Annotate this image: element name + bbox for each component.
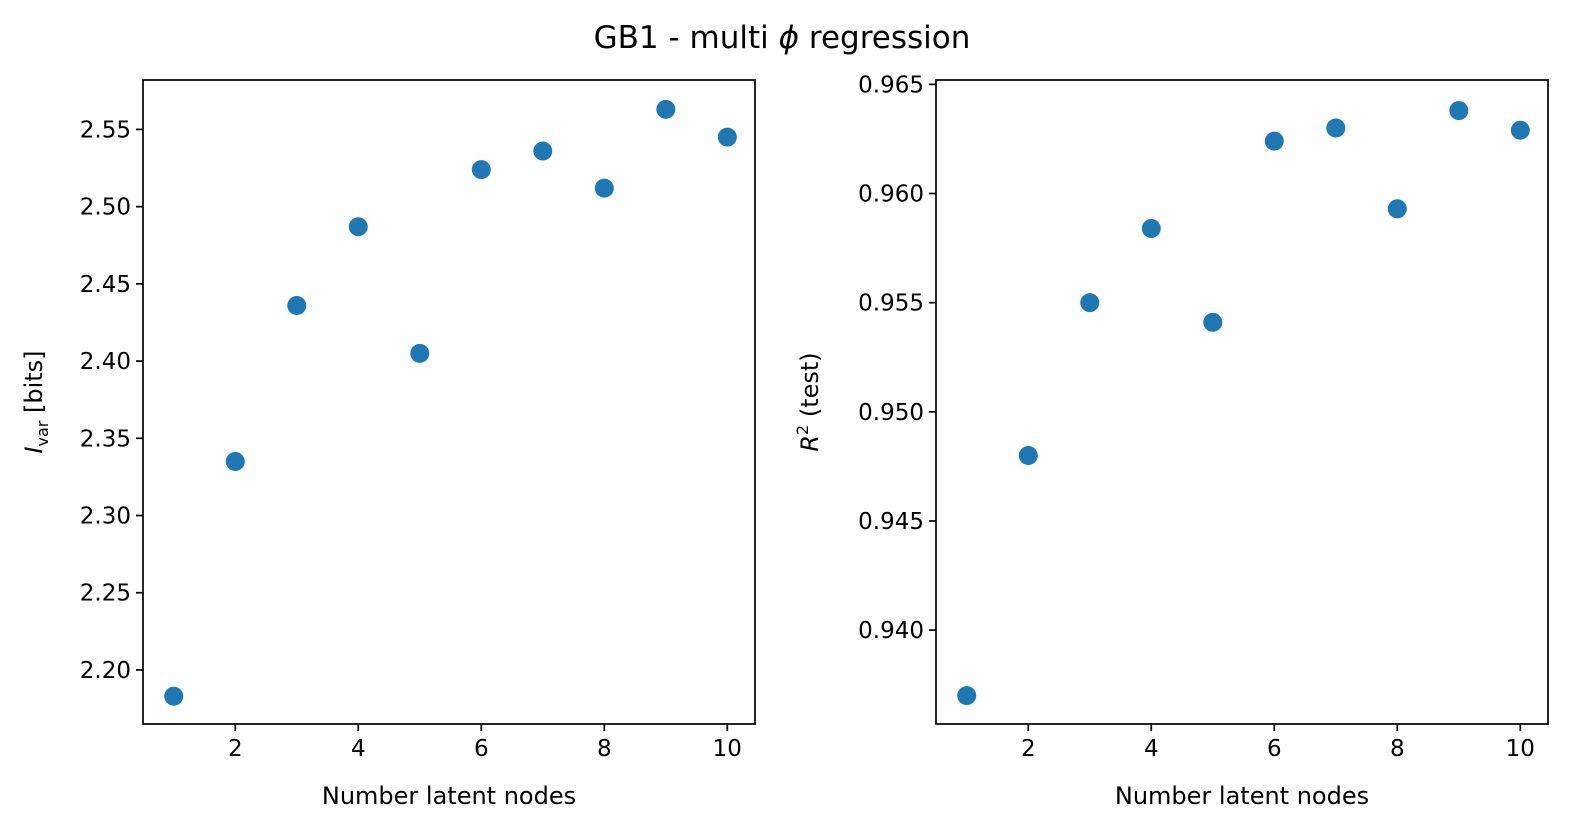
ivar-y-tick-label: 2.40 (80, 349, 131, 375)
r2-point-10 (1510, 120, 1530, 140)
r2-point-5 (1203, 312, 1223, 332)
figure-title-suffix: regression (799, 20, 970, 56)
ivar-point-6 (471, 160, 491, 180)
r2-x-tick-label: 8 (1390, 736, 1405, 762)
figure-title-prefix: GB1 - multi (594, 20, 779, 56)
ivar-point-2 (225, 451, 245, 471)
r2-y-tick-label: 0.950 (858, 400, 924, 426)
ivar-point-8 (594, 178, 614, 198)
ivar-y-axis-label: Ivar [bits] (20, 350, 52, 453)
figure-title-symbol: ϕ (779, 20, 799, 56)
figure-title: GB1 - multi ϕ regression (594, 20, 971, 56)
r2-y-tick-label: 0.960 (858, 182, 924, 208)
ivar-point-10 (717, 127, 737, 147)
r2-x-tick-label: 10 (1506, 736, 1535, 762)
r2-y-tick-label: 0.940 (858, 618, 924, 644)
ivar-y-tick-label: 2.45 (80, 272, 131, 298)
r2-point-8 (1387, 199, 1407, 219)
ivar-point-1 (164, 686, 184, 706)
ivar-scatter-panel: 2 4 6 8 10 2.20 2.25 2.30 2.35 2.40 2.45 2.50 2.55 Nu… (20, 79, 756, 810)
r2-x-axis-label: Number latent nodes (1115, 782, 1369, 810)
r2-point-7 (1326, 118, 1346, 138)
r2-x-tick-label: 2 (1021, 736, 1036, 762)
ivar-point-3 (287, 295, 307, 315)
ivar-point-9 (656, 99, 676, 119)
r2-point-9 (1449, 101, 1469, 121)
r2-y-tick-label: 0.945 (858, 509, 924, 535)
ivar-point-7 (533, 141, 553, 161)
ivar-y-tick-label: 2.35 (80, 426, 131, 452)
r2-point-2 (1018, 445, 1038, 465)
r2-y-tick-label: 0.955 (858, 291, 924, 317)
r2-y-tick-label: 0.965 (858, 72, 924, 98)
r2-point-3 (1080, 293, 1100, 313)
ivar-y-tick-label: 2.20 (80, 658, 131, 684)
ivar-point-4 (348, 217, 368, 237)
ivar-x-tick-label: 4 (351, 736, 366, 762)
r2-point-6 (1264, 131, 1284, 151)
r2-point-4 (1141, 218, 1161, 238)
r2-x-tick-label: 4 (1144, 736, 1159, 762)
ivar-x-tick-label: 10 (713, 736, 742, 762)
ivar-axes-frame (142, 79, 756, 725)
ivar-x-tick-label: 8 (597, 736, 612, 762)
r2-scatter-panel: 2 4 6 8 10 0.940 0.945 0.950 0.955 0.960 0.965 Numb… (793, 72, 1549, 810)
ivar-x-tick-label: 6 (474, 736, 489, 762)
r2-axes-frame (935, 79, 1549, 725)
r2-x-tick-label: 6 (1267, 736, 1282, 762)
ivar-point-5 (410, 343, 430, 363)
r2-y-axis-label: R2 (test) (793, 352, 824, 451)
r2-point-1 (957, 686, 977, 706)
ivar-x-tick-label: 2 (228, 736, 243, 762)
ivar-y-tick-label: 2.25 (80, 581, 131, 607)
ivar-y-tick-label: 2.55 (80, 117, 131, 143)
ivar-y-tick-label: 2.30 (80, 504, 131, 530)
ivar-x-axis-label: Number latent nodes (322, 782, 576, 810)
ivar-y-tick-label: 2.50 (80, 195, 131, 221)
